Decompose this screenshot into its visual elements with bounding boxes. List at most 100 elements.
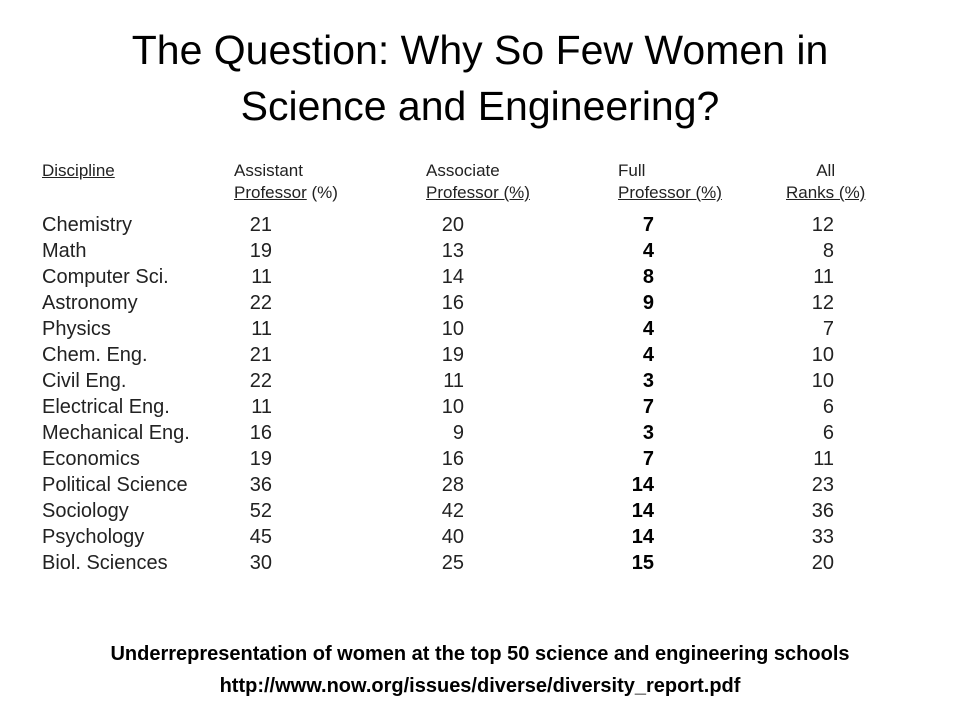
table-row: Sociology 52 42 14 36 [42, 498, 922, 524]
cell-all-ranks: 36 [811, 500, 834, 522]
cell-discipline: Mechanical Eng. [42, 422, 190, 444]
cell-discipline: Civil Eng. [42, 370, 127, 392]
cell-associate: 9 [452, 422, 464, 444]
cell-assistant: 30 [249, 552, 272, 574]
header-assistant-line-2: Professor (%) [234, 182, 338, 204]
cell-all-ranks: 20 [811, 552, 834, 574]
cell-assistant: 11 [251, 266, 272, 288]
cell-all-ranks: 6 [822, 422, 834, 444]
cell-associate: 11 [443, 370, 464, 392]
header-all-line-2: Ranks (%) [786, 183, 866, 202]
cell-discipline: Astronomy [42, 292, 138, 314]
cell-all-ranks: 7 [822, 318, 834, 340]
cell-associate: 25 [441, 552, 464, 574]
table-row: Physics 11 10 4 7 [42, 316, 922, 342]
table-body: Chemistry 21 20 7 12 Math 19 13 4 8 Computer Sci. 1… [42, 212, 922, 576]
cell-discipline: Chem. Eng. [42, 344, 148, 366]
cell-full: 7 [642, 396, 654, 418]
header-assistant-professor-word: Professor [234, 183, 307, 202]
cell-all-ranks: 23 [811, 474, 834, 496]
cell-full: 14 [631, 474, 654, 496]
table-row: Civil Eng. 22 11 3 10 [42, 368, 922, 394]
cell-all-ranks: 33 [811, 526, 834, 548]
header-assistant-unit: (%) [306, 183, 338, 202]
cell-associate: 10 [441, 318, 464, 340]
header-associate-professor: Associate Professor (%) [426, 160, 530, 204]
cell-all-ranks: 10 [811, 344, 834, 366]
cell-associate: 28 [441, 474, 464, 496]
women-faculty-table: Discipline Assistant Professor (%) Assoc… [42, 160, 922, 576]
cell-full: 7 [642, 214, 654, 236]
cell-all-ranks: 8 [822, 240, 834, 262]
header-all-ranks: All Ranks (%) [786, 160, 865, 204]
header-full-professor: Full Professor (%) [618, 160, 722, 204]
cell-all-ranks: 11 [813, 448, 834, 470]
slide-title-line-1: The Question: Why So Few Women in [131, 27, 829, 73]
footer-source-url: http://www.now.org/issues/diverse/divers… [219, 675, 741, 697]
cell-all-ranks: 6 [822, 396, 834, 418]
cell-full: 4 [642, 344, 654, 366]
cell-associate: 16 [441, 292, 464, 314]
header-associate-line-2: Professor (%) [426, 183, 530, 202]
cell-assistant: 36 [249, 474, 272, 496]
cell-assistant: 21 [249, 214, 272, 236]
cell-all-ranks: 12 [811, 214, 834, 236]
cell-assistant: 11 [251, 318, 272, 340]
header-associate-line-1: Associate [426, 161, 500, 180]
table-row: Psychology 45 40 14 33 [42, 524, 922, 550]
header-full-line-1: Full [618, 161, 646, 180]
cell-full: 7 [642, 448, 654, 470]
cell-associate: 42 [441, 500, 464, 522]
header-discipline-label: Discipline [42, 161, 115, 180]
cell-assistant: 11 [251, 396, 272, 418]
cell-all-ranks: 12 [811, 292, 834, 314]
cell-discipline: Economics [42, 448, 140, 470]
cell-associate: 40 [441, 526, 464, 548]
cell-assistant: 19 [249, 448, 272, 470]
cell-full: 14 [631, 500, 654, 522]
cell-full: 9 [642, 292, 654, 314]
cell-assistant: 19 [249, 240, 272, 262]
cell-discipline: Chemistry [42, 214, 133, 236]
cell-assistant: 22 [249, 370, 272, 392]
header-discipline: Discipline [42, 160, 115, 182]
slide-title-line-2: Science and Engineering? [240, 83, 720, 129]
cell-full: 4 [642, 240, 654, 262]
cell-full: 3 [642, 422, 654, 444]
cell-associate: 13 [441, 240, 464, 262]
cell-assistant: 45 [249, 526, 272, 548]
cell-discipline: Math [42, 240, 87, 262]
table-row: Political Science 36 28 14 23 [42, 472, 922, 498]
cell-assistant: 16 [249, 422, 272, 444]
table-row: Astronomy 22 16 9 12 [42, 290, 922, 316]
cell-full: 3 [642, 370, 654, 392]
cell-discipline: Computer Sci. [42, 266, 169, 288]
header-all-line-1: All [816, 161, 836, 180]
cell-assistant: 21 [249, 344, 272, 366]
cell-all-ranks: 10 [811, 370, 834, 392]
cell-associate: 20 [441, 214, 464, 236]
table-row: Chemistry 21 20 7 12 [42, 212, 922, 238]
cell-discipline: Psychology [42, 526, 145, 548]
footer: Underrepresentation of women at the top … [0, 638, 960, 702]
table-row: Chem. Eng. 21 19 4 10 [42, 342, 922, 368]
cell-discipline: Sociology [42, 500, 129, 522]
table-row: Math 19 13 4 8 [42, 238, 922, 264]
footer-caption: Underrepresentation of women at the top … [110, 643, 850, 665]
slide-title: The Question: Why So Few Women in Scienc… [0, 22, 960, 134]
table-row: Electrical Eng. 11 10 7 6 [42, 394, 922, 420]
cell-associate: 10 [441, 396, 464, 418]
table-row: Mechanical Eng. 16 9 3 6 [42, 420, 922, 446]
table-row: Economics 19 16 7 11 [42, 446, 922, 472]
table-row: Biol. Sciences 30 25 15 20 [42, 550, 922, 576]
cell-discipline: Political Science [42, 474, 188, 496]
cell-discipline: Biol. Sciences [42, 552, 168, 574]
cell-full: 8 [642, 266, 654, 288]
header-assistant-professor: Assistant Professor (%) [234, 160, 338, 204]
cell-all-ranks: 11 [813, 266, 834, 288]
table-row: Computer Sci. 11 14 8 11 [42, 264, 922, 290]
cell-discipline: Electrical Eng. [42, 396, 170, 418]
cell-full: 15 [631, 552, 654, 574]
header-full-line-2: Professor (%) [618, 183, 722, 202]
cell-full: 4 [642, 318, 654, 340]
